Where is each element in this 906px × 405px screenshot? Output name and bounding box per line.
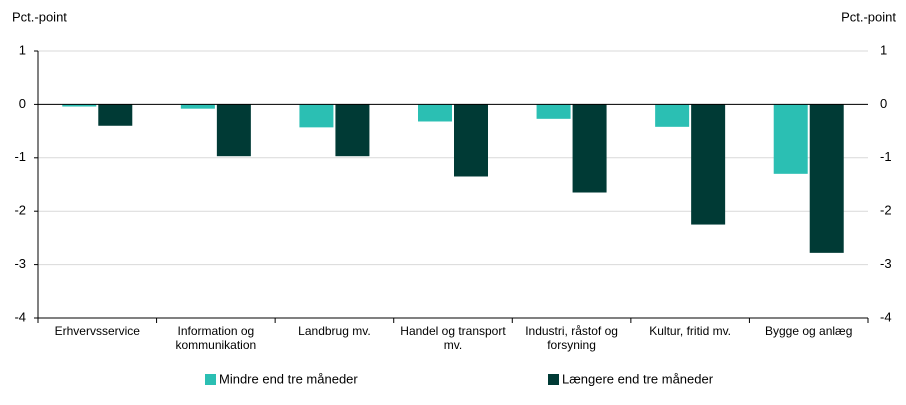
bar (299, 104, 334, 128)
y2-tick-label: -1 (880, 149, 892, 164)
y2-tick-label: -4 (880, 309, 892, 324)
bar (691, 104, 726, 225)
x-tick-label-box: Industri, råstof og forsyning (525, 324, 618, 352)
legend-swatch (548, 374, 559, 385)
x-tick-label: Kultur, fritid mv. (649, 324, 732, 338)
y2-tick-label: 1 (880, 42, 887, 57)
y-tick-label: 1 (19, 42, 26, 57)
x-tick-label-box: Landbrug mv. (298, 324, 371, 338)
y-tick-label: -1 (14, 149, 26, 164)
x-tick-label: Handel og transport mv. (400, 324, 506, 352)
bar (454, 104, 488, 177)
x-tick-label-box: Handel og transport mv. (400, 324, 506, 352)
bar (418, 104, 452, 122)
x-tick-label-box: Kultur, fritid mv. (649, 324, 732, 338)
x-tick-label: Landbrug mv. (298, 324, 371, 338)
y-tick-label: -3 (14, 256, 26, 271)
bar (98, 104, 133, 126)
bar (536, 104, 571, 119)
x-tick-label: Industri, råstof og forsyning (525, 324, 618, 352)
bar (62, 104, 97, 107)
x-tick-label: Bygge og anlæg (765, 324, 853, 338)
y2-tick-label: -3 (880, 256, 892, 271)
bar (809, 104, 844, 253)
x-tick-label: Erhvervsservice (54, 324, 140, 338)
y2-axis-label: Pct.-point (841, 9, 896, 24)
legend-label: Længere end tre måneder (562, 371, 714, 386)
x-tick-label-box: Erhvervsservice (54, 324, 140, 338)
bar (335, 104, 370, 157)
bar (773, 104, 808, 174)
y-axis-label: Pct.-point (12, 9, 67, 24)
bar (572, 104, 607, 193)
x-tick-label: Information og kommunikation (175, 324, 257, 352)
bar (655, 104, 690, 127)
legend-label: Mindre end tre måneder (219, 371, 358, 386)
y-tick-label: -2 (14, 203, 26, 218)
y2-tick-label: 0 (880, 96, 887, 111)
y-tick-label: 0 (19, 96, 26, 111)
bar (180, 104, 215, 109)
y-tick-label: -4 (14, 309, 26, 324)
legend-swatch (205, 374, 216, 385)
x-tick-label-box: Bygge og anlæg (765, 324, 853, 338)
x-tick-label-box: Information og kommunikation (175, 324, 257, 352)
bar (216, 104, 251, 157)
y2-tick-label: -2 (880, 203, 892, 218)
